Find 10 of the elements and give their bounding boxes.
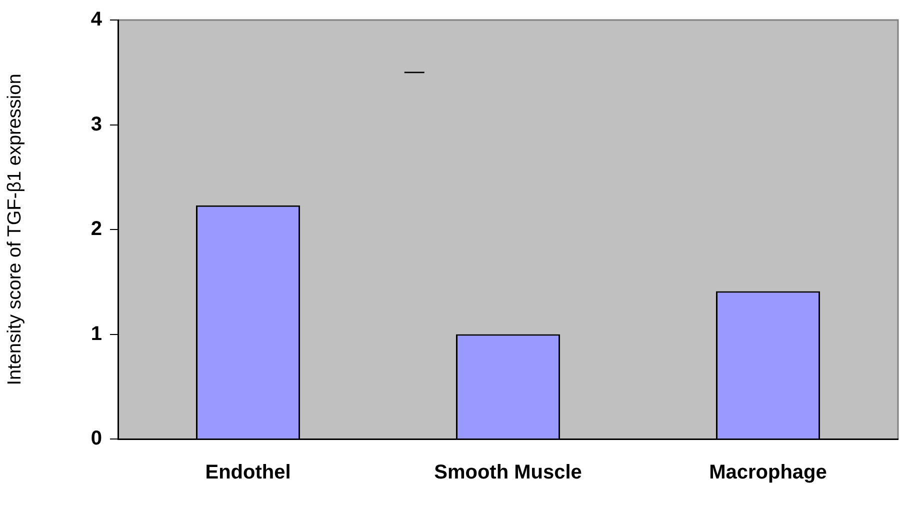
- y-axis-title: Intensity score of TGF-β1 expression: [4, 74, 26, 386]
- annotation: —: [404, 60, 424, 83]
- x-tick-label: Smooth Muscle: [434, 462, 582, 484]
- y-tick-label: 4: [90, 8, 103, 31]
- x-tick-label: Endothel: [205, 462, 291, 484]
- y-tick-label: 2: [90, 218, 102, 240]
- y-tick-label: 0: [90, 428, 102, 450]
- y-tick-label: 1: [90, 322, 102, 345]
- x-tick-label: Macrophage: [709, 462, 827, 484]
- y-tick-label: 3: [90, 113, 102, 136]
